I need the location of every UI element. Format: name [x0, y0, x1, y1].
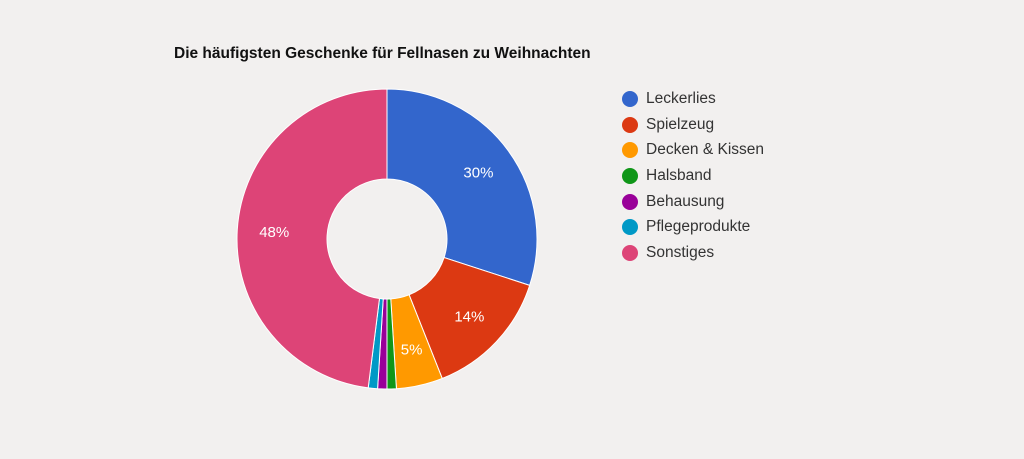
legend: Leckerlies Spielzeug Decken & Kissen Hal…: [622, 86, 764, 266]
legend-dot-icon: [622, 142, 638, 159]
slice-sonstiges[interactable]: [236, 88, 388, 389]
slice-label: 14%: [454, 308, 484, 325]
legend-item-sonstiges[interactable]: Sonstiges: [622, 240, 764, 266]
legend-item-spielzeug[interactable]: Spielzeug: [622, 112, 764, 138]
legend-item-decken-kissen[interactable]: Decken & Kissen: [622, 137, 764, 163]
slice-label: 48%: [259, 224, 289, 241]
legend-item-leckerlies[interactable]: Leckerlies: [622, 86, 764, 112]
legend-item-pflegeprodukte[interactable]: Pflegeprodukte: [622, 214, 764, 240]
legend-dot-icon: [622, 116, 638, 133]
legend-dot-icon: [622, 90, 638, 107]
legend-item-halsband[interactable]: Halsband: [622, 163, 764, 189]
legend-dot-icon: [622, 244, 638, 261]
legend-dot-icon: [622, 193, 638, 210]
slice-label: 30%: [463, 165, 493, 182]
slice-leckerlies[interactable]: [386, 88, 538, 286]
chart-title: Die häufigsten Geschenke für Fellnasen z…: [174, 45, 591, 62]
legend-dot-icon: [622, 167, 638, 184]
slice-label: 5%: [401, 341, 423, 358]
legend-item-behausung[interactable]: Behausung: [622, 189, 764, 215]
legend-dot-icon: [622, 219, 638, 236]
